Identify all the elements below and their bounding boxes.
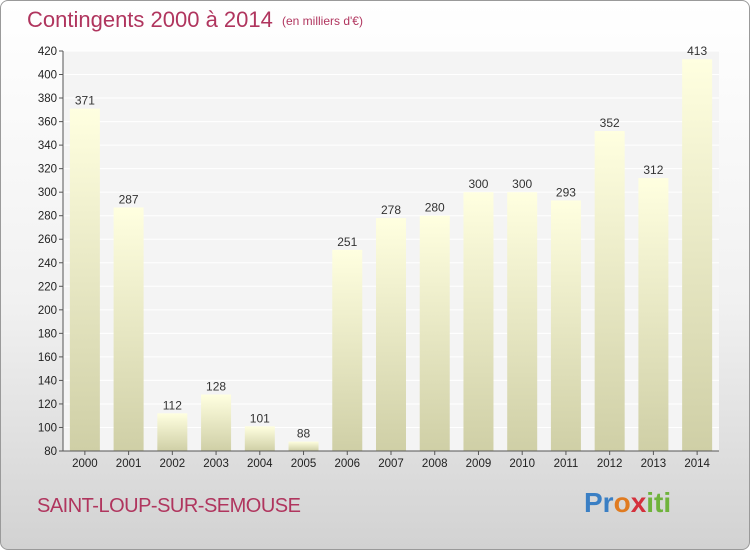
data-label-2004: 101	[250, 411, 270, 425]
y-tick-label: 120	[38, 399, 57, 411]
logo-part-3: x	[630, 487, 647, 518]
y-tick-label: 420	[38, 46, 57, 58]
data-labels: 371 287 112 128 101 88 251 278 280 300 300 293 352 31…	[75, 44, 708, 440]
data-label-2012: 352	[600, 116, 620, 130]
x-tick-label: 2009	[466, 458, 492, 470]
data-label-2014: 413	[687, 44, 707, 58]
x-tick-label: 2014	[684, 458, 710, 470]
x-tick-label: 2004	[247, 458, 273, 470]
bar-2012	[594, 131, 625, 451]
x-tick-label: 2003	[203, 458, 229, 470]
bar-2002	[157, 413, 188, 451]
x-tick-label: 2000	[72, 458, 98, 470]
data-label-2009: 300	[468, 177, 488, 191]
bar-2003	[201, 394, 232, 451]
bar-2006	[332, 249, 363, 451]
x-tick-label: 2005	[291, 458, 317, 470]
data-label-2003: 128	[206, 380, 226, 394]
bars	[69, 59, 713, 452]
axes: 80 100 120 140 160 180 200 220 240 260 280 300 320 34…	[38, 46, 719, 470]
logo-part-4: iti	[646, 487, 672, 518]
y-tick-label: 220	[38, 281, 57, 293]
x-tick-label: 2008	[422, 458, 448, 470]
bar-2001	[113, 207, 144, 451]
x-tick-label: 2006	[334, 458, 360, 470]
logo-part-1: Pr	[584, 487, 614, 518]
data-label-2007: 278	[381, 203, 401, 217]
bar-2011	[550, 200, 581, 451]
data-label-2010: 300	[512, 177, 532, 191]
bar-2004	[244, 426, 275, 451]
data-label-2000: 371	[75, 94, 95, 108]
x-tick-label: 2012	[597, 458, 623, 470]
bar-2014	[682, 59, 713, 452]
x-tick-label: 2013	[641, 458, 667, 470]
y-tick-label: 200	[38, 305, 57, 317]
y-tick-label: 240	[38, 258, 57, 270]
chart-title: Contingents 2000 à 2014	[27, 7, 273, 32]
bar-2008	[419, 215, 450, 451]
y-tick-label: 100	[38, 422, 57, 434]
y-tick-label: 80	[44, 446, 57, 458]
y-tick-label: 260	[38, 234, 57, 246]
proxiti-logo[interactable]: Proxiti	[584, 487, 671, 519]
chart-subtitle: (en milliers d'€)	[282, 14, 363, 28]
y-tick-label: 380	[38, 93, 57, 105]
bar-2009	[463, 192, 494, 452]
x-tick-label: 2011	[554, 458, 579, 470]
data-label-2013: 312	[643, 163, 663, 177]
y-tick-label: 280	[38, 211, 57, 223]
x-tick-label: 2007	[378, 458, 404, 470]
data-label-2008: 280	[425, 201, 445, 215]
data-label-2005: 88	[297, 427, 311, 441]
y-tick-label: 180	[38, 328, 57, 340]
y-tick-label: 400	[38, 70, 57, 82]
data-label-2011: 293	[556, 185, 576, 199]
data-label-2001: 287	[119, 192, 139, 206]
y-tick-label: 340	[38, 140, 57, 152]
x-tick-label: 2001	[116, 458, 142, 470]
bar-2005	[288, 441, 319, 451]
data-label-2006: 251	[337, 235, 357, 249]
bar-2000	[69, 108, 100, 451]
y-tick-label: 320	[38, 164, 57, 176]
logo-part-2: o	[613, 487, 631, 518]
bar-2013	[638, 178, 669, 451]
bar-2010	[507, 192, 538, 452]
x-tick-label: 2002	[160, 458, 186, 470]
town-name: SAINT-LOUP-SUR-SEMOUSE	[37, 495, 301, 517]
y-tick-label: 160	[38, 352, 57, 364]
y-tick-label: 140	[38, 375, 57, 387]
bar-2007	[376, 218, 406, 451]
y-tick-label: 360	[38, 117, 57, 129]
x-tick-label: 2010	[509, 458, 535, 470]
data-label-2002: 112	[163, 398, 182, 412]
y-tick-label: 300	[38, 187, 57, 199]
